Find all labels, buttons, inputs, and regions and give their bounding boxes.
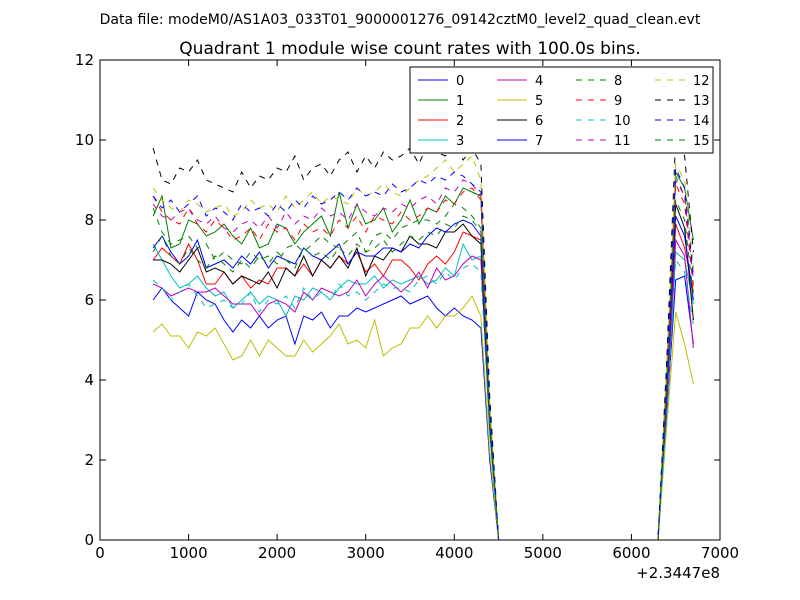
series-line-14 — [152, 167, 694, 540]
legend-label-13: 13 — [693, 94, 710, 109]
x-tick-label: 2000 — [258, 544, 296, 562]
legend-label-12: 12 — [693, 74, 710, 89]
legend-label-11: 11 — [614, 134, 631, 149]
legend-frame — [409, 66, 714, 154]
chart-title: Quadrant 1 module wise count rates with … — [179, 39, 640, 59]
y-tick-label: 4 — [84, 371, 94, 389]
y-tick-label: 2 — [84, 451, 94, 469]
y-tick-label: 0 — [84, 531, 94, 549]
figure-suptitle: Data file: modeM0/AS1A03_033T01_90000012… — [100, 12, 701, 28]
series-line-13 — [152, 135, 694, 540]
series-line-10 — [152, 258, 694, 540]
series-line-6 — [153, 203, 694, 540]
x-tick-label: 6000 — [612, 544, 650, 562]
legend-label-14: 14 — [693, 114, 710, 129]
legend-label-3: 3 — [456, 134, 464, 149]
series-line-15 — [152, 199, 694, 540]
y-tick-label: 6 — [84, 291, 94, 309]
legend-label-2: 2 — [456, 114, 464, 129]
x-tick-label: 1000 — [169, 544, 207, 562]
y-tick-label: 12 — [75, 51, 94, 69]
series-line-3 — [152, 242, 694, 540]
series-line-1 — [152, 170, 694, 540]
x-tick-label: 3000 — [347, 544, 385, 562]
legend-label-10: 10 — [614, 114, 631, 129]
x-axis-offset-label: +2.3447e8 — [636, 564, 720, 582]
series-line-11 — [152, 178, 694, 540]
legend-label-9: 9 — [614, 94, 622, 109]
series-layer — [152, 135, 694, 540]
y-tick-label: 10 — [75, 131, 94, 149]
legend-label-7: 7 — [535, 134, 543, 149]
y-tick-label: 8 — [84, 211, 94, 229]
series-line-5 — [152, 295, 694, 540]
series-line-4 — [152, 238, 694, 540]
series-line-0 — [152, 275, 694, 540]
x-tick-label: 0 — [95, 544, 105, 562]
legend-label-5: 5 — [535, 94, 543, 109]
x-tick-label: 5000 — [524, 544, 562, 562]
series-line-2 — [152, 223, 694, 540]
x-tick-label: 4000 — [435, 544, 473, 562]
legend-label-1: 1 — [456, 94, 464, 109]
series-line-12 — [152, 155, 694, 540]
legend-label-8: 8 — [614, 74, 622, 89]
series-line-7 — [152, 215, 694, 540]
legend-label-0: 0 — [456, 74, 464, 89]
x-tick-label: 7000 — [701, 544, 739, 562]
legend-label-15: 15 — [693, 134, 710, 149]
legend-label-6: 6 — [535, 114, 543, 129]
legend-label-4: 4 — [535, 74, 543, 89]
